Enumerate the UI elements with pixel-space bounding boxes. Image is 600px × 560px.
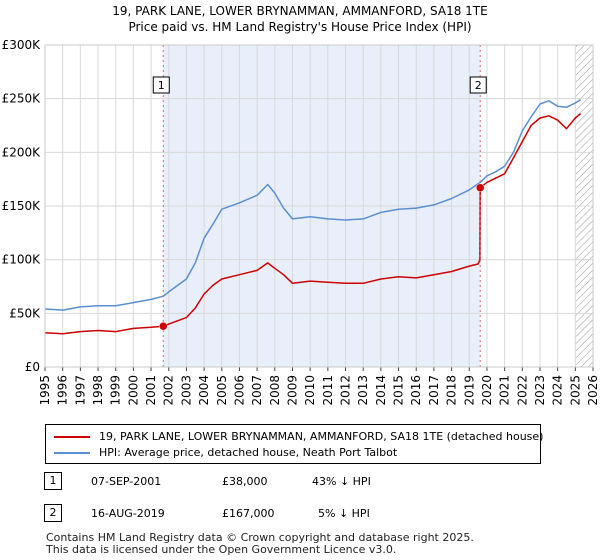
x-tick-label: 2023 bbox=[533, 375, 547, 406]
y-tick-label: £100K bbox=[2, 253, 42, 267]
x-tick-label: 2024 bbox=[551, 375, 565, 406]
x-tick-label: 1995 bbox=[38, 375, 52, 406]
transaction-date: 16-AUG-2019 bbox=[91, 507, 165, 520]
x-tick-label: 2025 bbox=[568, 375, 582, 406]
chart-subtitle: Price paid vs. HM Land Registry's House … bbox=[128, 20, 472, 34]
transaction-date: 07-SEP-2001 bbox=[91, 475, 162, 488]
chart-title: 19, PARK LANE, LOWER BRYNAMMAN, AMMANFOR… bbox=[112, 4, 488, 18]
legend-label-property: 19, PARK LANE, LOWER BRYNAMMAN, AMMANFOR… bbox=[99, 430, 544, 443]
legend-label-hpi: HPI: Average price, detached house, Neat… bbox=[99, 446, 398, 459]
x-tick-label: 2003 bbox=[179, 375, 193, 406]
transaction-badge: 2 bbox=[44, 504, 62, 522]
legend-swatch-property bbox=[54, 436, 90, 438]
x-tick-label: 1997 bbox=[73, 375, 87, 406]
y-tick-label: £300K bbox=[2, 38, 42, 52]
price-chart: 1 2 £0 £50K £100K £150K £200K £250K £300K 1995 19… bbox=[2, 38, 600, 406]
x-tick-label: 2013 bbox=[356, 375, 370, 406]
sale-marker-label: 2 bbox=[475, 79, 482, 92]
x-tick-label: 2005 bbox=[215, 375, 229, 406]
x-tick-label: 2007 bbox=[250, 375, 264, 406]
y-tick-label: £50K bbox=[9, 306, 41, 320]
x-tick-label: 2019 bbox=[462, 375, 476, 406]
legend: 19, PARK LANE, LOWER BRYNAMMAN, AMMANFOR… bbox=[45, 424, 544, 464]
footer-copyright: Contains HM Land Registry data © Crown c… bbox=[46, 531, 474, 544]
footer-licence: This data is licensed under the Open Gov… bbox=[46, 543, 397, 556]
x-tick-label: 2021 bbox=[498, 375, 512, 406]
x-tick-label: 2016 bbox=[409, 375, 423, 406]
x-tick-label: 2018 bbox=[445, 375, 459, 406]
x-tick-label: 2002 bbox=[162, 375, 176, 406]
plot-border bbox=[44, 44, 594, 368]
x-tick-label: 2009 bbox=[285, 375, 299, 406]
x-tick-label: 2001 bbox=[144, 375, 158, 406]
x-tick-label: 1998 bbox=[91, 375, 105, 406]
sale-point bbox=[475, 183, 485, 193]
x-tick-label: 2012 bbox=[339, 375, 353, 406]
x-tick-label: 2004 bbox=[197, 375, 211, 406]
transaction-price: £38,000 bbox=[222, 475, 268, 488]
transaction-badge: 1 bbox=[44, 472, 62, 490]
sale-point bbox=[159, 321, 168, 331]
transaction-hpi: 43% ↓ HPI bbox=[312, 475, 371, 488]
x-tick-label: 2020 bbox=[480, 375, 494, 406]
y-tick-label: £0 bbox=[25, 360, 40, 374]
x-tick-label: 2000 bbox=[126, 375, 140, 406]
x-tick-label: 1996 bbox=[56, 375, 70, 406]
legend-swatch-hpi bbox=[54, 452, 90, 454]
transaction-price: £167,000 bbox=[222, 507, 275, 520]
sale-marker-badge bbox=[469, 76, 487, 94]
x-tick-label: 2014 bbox=[374, 375, 388, 406]
x-tick-label: 2006 bbox=[232, 375, 246, 406]
x-tick-label: 2008 bbox=[268, 375, 282, 406]
x-tick-label: 1999 bbox=[109, 375, 123, 406]
x-tick-label: 2017 bbox=[427, 375, 441, 406]
x-tick-label: 2015 bbox=[392, 375, 406, 406]
sale-marker-badge bbox=[152, 76, 170, 94]
sale-marker-label: 1 bbox=[158, 79, 165, 92]
x-tick-label: 2026 bbox=[586, 375, 600, 406]
x-tick-label: 2011 bbox=[321, 375, 335, 406]
transaction-hpi: 5% ↓ HPI bbox=[318, 507, 370, 520]
y-tick-label: £150K bbox=[2, 199, 42, 213]
x-tick-label: 2010 bbox=[303, 375, 317, 406]
y-tick-label: £200K bbox=[2, 145, 42, 159]
y-tick-label: £250K bbox=[2, 92, 42, 106]
x-tick-label: 2022 bbox=[515, 375, 529, 406]
